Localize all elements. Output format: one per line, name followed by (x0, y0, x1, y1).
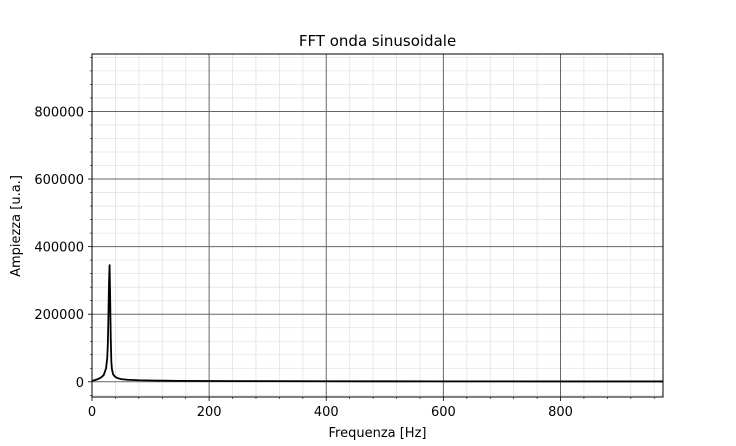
x-tick-label: 600 (431, 405, 456, 420)
x-tick-label: 800 (548, 405, 573, 420)
y-tick-label: 600000 (34, 173, 84, 188)
y-tick-label: 400000 (34, 241, 84, 256)
fft-series-line (91, 264, 664, 383)
x-tick-label: 400 (314, 405, 339, 420)
plot-area-frame (91, 53, 664, 398)
axis-tick-labels: 0 200 400 600 800 0 200000 400000 600000 800000 (34, 105, 573, 420)
series-layer (91, 264, 664, 383)
x-axis-label: Frequenza [Hz] (329, 426, 427, 441)
y-axis-label: Ampiezza [u.a.] (9, 175, 24, 277)
y-tick-label: 0 (76, 376, 84, 391)
y-tick-label: 200000 (34, 308, 84, 323)
chart-title: FFT onda sinusoidale (299, 32, 456, 50)
y-tick-label: 800000 (34, 105, 84, 120)
axis-ticks (88, 57, 655, 401)
x-tick-label: 200 (197, 405, 222, 420)
x-tick-label: 0 (88, 405, 96, 420)
